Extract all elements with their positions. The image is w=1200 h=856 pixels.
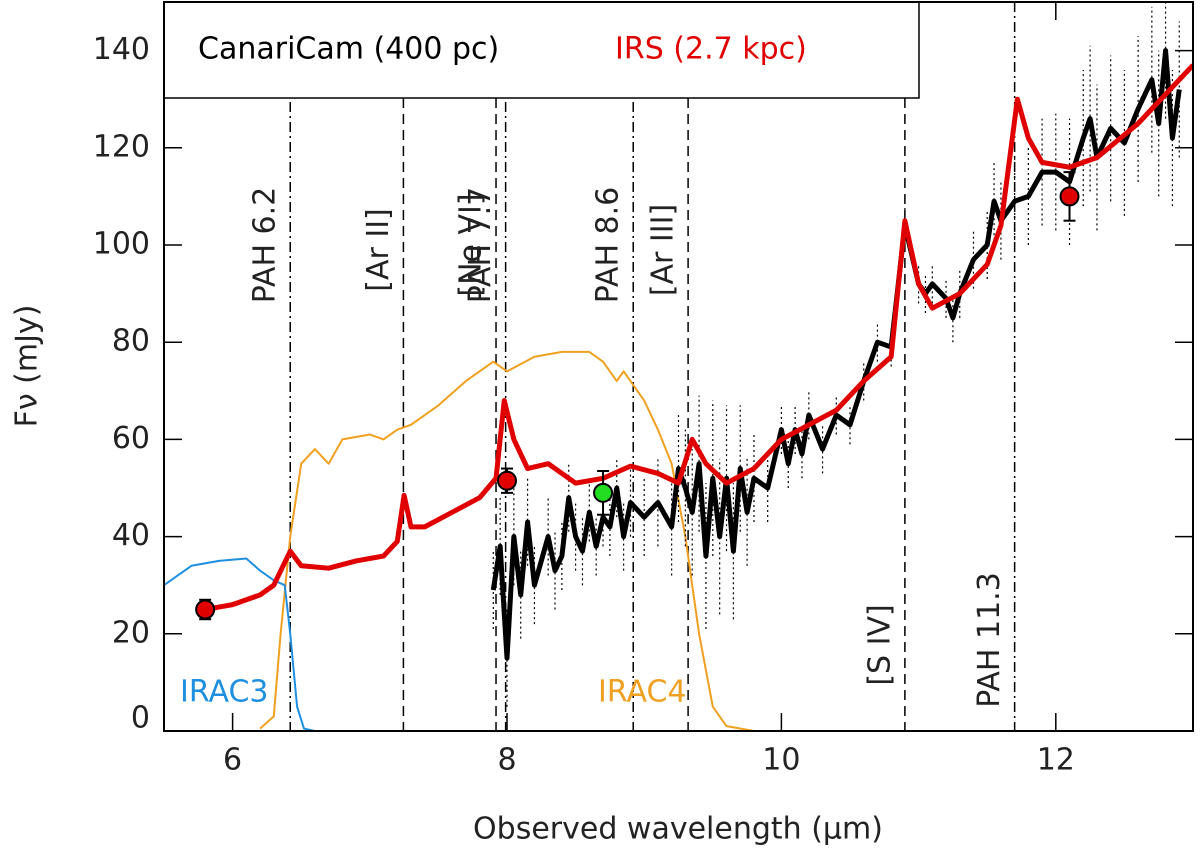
feature-label: [Ar II] (361, 208, 396, 292)
photometry-point (497, 470, 517, 491)
photometry-point (195, 599, 216, 620)
legend-box (163, 1, 920, 99)
feature-label: PAH 8.6 (591, 187, 626, 304)
feature-label: PAH 11.3 (972, 572, 1007, 708)
series-line (164, 557, 316, 731)
y-tick-label: 80 (112, 324, 150, 359)
x-tick-label: 8 (497, 743, 516, 778)
annotation: IRAC3 (180, 675, 269, 710)
y-tick-label: 140 (93, 32, 150, 67)
legend-entry: IRS (2.7 kpc) (615, 32, 807, 67)
photometry-point (1059, 186, 1080, 207)
series-line (259, 350, 850, 731)
y-tick-label: 20 (112, 615, 150, 650)
feature-label: PAH 6.2 (248, 187, 283, 304)
photometry-point (593, 482, 614, 503)
feature-label: PAH 7.7 (463, 187, 498, 304)
x-tick-label: 12 (1037, 743, 1075, 778)
x-tick-label: 6 (223, 743, 242, 778)
legend-entry: CanariCam (400 pc) (198, 32, 499, 67)
feature-label: [Ne VI] (454, 193, 489, 296)
y-tick-label: 0 (131, 701, 150, 736)
x-tick-label: 10 (762, 743, 800, 778)
feature-label: [S IV] (862, 604, 897, 685)
plot-frame (163, 1, 1194, 732)
x-axis-title: Observed wavelength (μm) (473, 812, 883, 847)
y-tick-label: 60 (112, 421, 150, 456)
y-tick-label: 120 (93, 129, 150, 164)
y-tick-label: 40 (112, 518, 150, 553)
y-tick-label: 100 (93, 227, 150, 262)
annotation: IRAC4 (598, 675, 687, 710)
feature-label: [Ar III] (646, 204, 681, 296)
series-line (490, 48, 1182, 661)
series-line (204, 63, 1193, 612)
plot (164, 2, 1193, 731)
y-axis-title: Fν (mJy) (10, 305, 45, 428)
